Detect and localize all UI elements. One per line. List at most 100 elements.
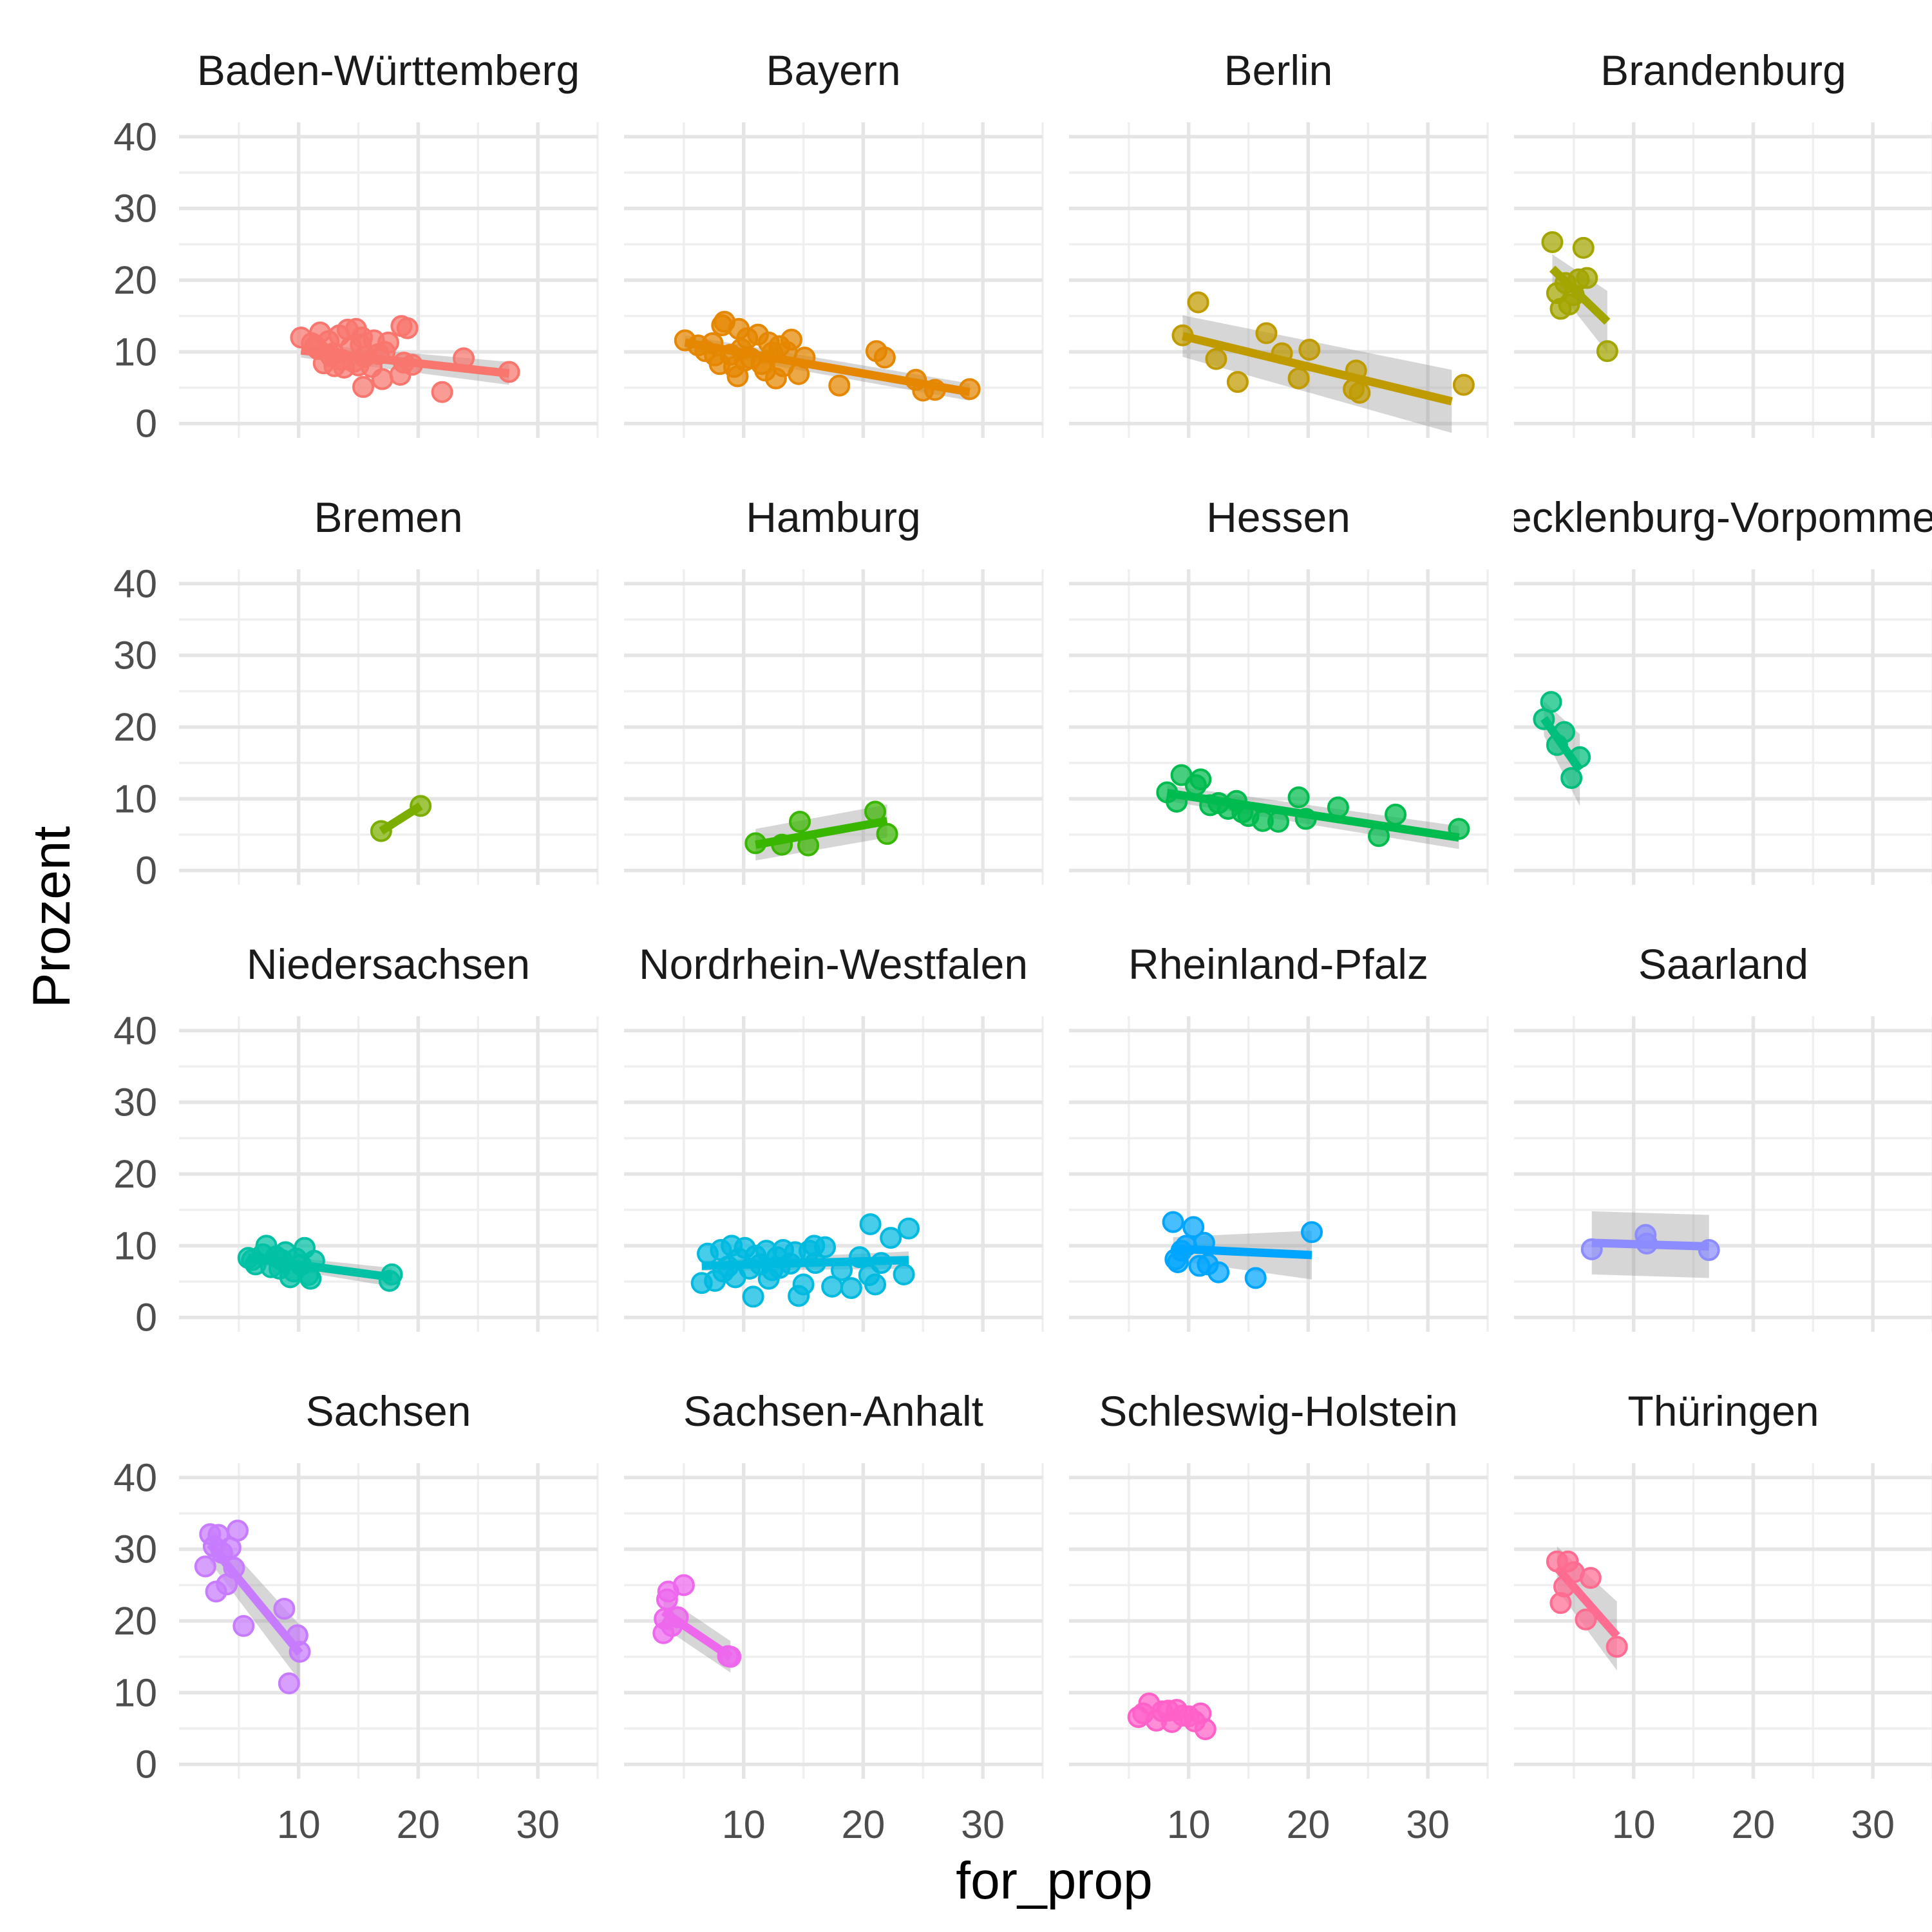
data-point: [1208, 1261, 1230, 1283]
data-point: [1572, 236, 1595, 259]
regression-line: [1591, 1238, 1709, 1251]
data-point: [1255, 322, 1278, 345]
y-tick-label: 20: [113, 1152, 157, 1196]
data-point: [1189, 768, 1212, 791]
panel-12: Saarland: [1514, 940, 1932, 1332]
facet-strip-label: Hamburg: [746, 493, 920, 541]
y-axis-title: Prozent: [23, 826, 81, 1008]
panel-7: Hessen: [1069, 493, 1489, 885]
data-point: [1385, 803, 1406, 826]
data-point: [803, 1235, 826, 1257]
data-point: [672, 1574, 695, 1596]
y-tick-label: 30: [113, 634, 157, 677]
y-tick-label: 0: [135, 402, 157, 446]
x-tick-label: 10: [722, 1803, 766, 1846]
data-point: [278, 1672, 300, 1694]
regression-line: [1549, 265, 1611, 325]
y-tick-label: 40: [113, 115, 157, 158]
panel-2: Bayern: [624, 52, 1044, 438]
data-point: [789, 811, 811, 833]
facet-strip-label: Bremen: [314, 493, 462, 541]
regression-line: [661, 1608, 733, 1661]
data-point: [389, 364, 412, 386]
x-tick-label: 10: [277, 1803, 321, 1846]
panel-1: Baden-Württemberg 0 10 20 30 40: [113, 46, 599, 446]
x-tick-label: 20: [841, 1803, 885, 1846]
data-point: [859, 1213, 882, 1235]
y-tick-label: 30: [113, 1528, 157, 1571]
facet-strip-label: Hessen: [1206, 493, 1350, 541]
x-tick-label: 30: [1406, 1803, 1450, 1846]
data-point: [828, 374, 851, 397]
y-tick-label: 20: [113, 258, 157, 302]
x-tick-label: 30: [1851, 1803, 1895, 1846]
data-point: [1579, 1567, 1602, 1589]
x-axis-title: for_prop: [956, 1852, 1152, 1910]
y-tick-label: 30: [113, 187, 157, 231]
y-tick-label: 40: [113, 1009, 157, 1052]
facet-strip-label: Berlin: [1224, 46, 1333, 94]
panel-13: Sachsen 0 10 20 30 40 10 20 30: [113, 1392, 599, 1846]
panel-15: Schleswig-Holstein 10 20 30: [1069, 1387, 1489, 1846]
data-point: [1301, 1221, 1323, 1244]
data-point: [1452, 374, 1475, 396]
data-point: [1596, 340, 1618, 363]
y-tick-label: 20: [113, 1599, 157, 1643]
data-point: [893, 1263, 915, 1285]
y-tick-label: 0: [135, 1296, 157, 1340]
x-tick-label: 20: [1731, 1803, 1775, 1846]
facet-strip-label: Brandenburg: [1600, 46, 1846, 94]
y-tick-label: 20: [113, 705, 157, 749]
regression-line: [684, 338, 971, 397]
data-point: [1226, 371, 1249, 393]
data-point: [708, 353, 731, 375]
x-tick-label: 30: [516, 1803, 560, 1846]
facet-strip-label: Baden-Württemberg: [197, 46, 580, 94]
data-point: [323, 355, 346, 377]
y-tick-label: 10: [113, 1671, 157, 1714]
facet-panels: Baden-Württemberg 0 10 20 30 40 Bayern Berlin Br…: [113, 46, 1932, 1846]
facet-strip-label: Saarland: [1638, 940, 1808, 988]
regression-line: [1181, 332, 1453, 406]
data-point: [273, 1598, 296, 1620]
data-point: [1182, 1216, 1205, 1238]
data-point: [227, 1519, 249, 1542]
data-point: [880, 1227, 902, 1249]
data-point: [1576, 267, 1598, 289]
data-point: [1205, 348, 1227, 370]
regression-line: [701, 1256, 909, 1271]
panel-16: Thüringen 10 20 30: [1514, 1387, 1932, 1846]
data-point: [1605, 1636, 1628, 1658]
facet-strip-label: Thüringen: [1627, 1387, 1819, 1435]
y-tick-label: 40: [113, 1455, 157, 1499]
data-point: [1541, 231, 1564, 253]
data-point: [1540, 691, 1562, 714]
facet-strip-label: Schleswig-Holstein: [1099, 1387, 1458, 1435]
regression-line: [1540, 715, 1584, 773]
y-tick-label: 10: [113, 777, 157, 820]
data-point: [1298, 339, 1321, 361]
y-tick-label: 0: [135, 1743, 157, 1786]
confidence-band: [1182, 315, 1452, 433]
facet-strip-label: Nordrhein-Westfalen: [639, 940, 1028, 988]
data-point: [726, 365, 749, 388]
panel-10: Nordrhein-Westfalen: [624, 940, 1044, 1332]
panel-14: Sachsen-Anhalt 10 20 30: [624, 1392, 1044, 1846]
data-point: [1194, 1718, 1217, 1741]
data-point: [898, 1217, 920, 1240]
data-point: [876, 822, 898, 845]
data-point: [1244, 1267, 1267, 1289]
data-point: [1162, 1211, 1184, 1233]
panel-6: Hamburg: [624, 493, 1044, 885]
panel-8: Mecklenburg-Vorpommern: [1473, 493, 1932, 885]
data-point: [1287, 786, 1310, 809]
regression-line: [247, 1253, 393, 1282]
facet-strip-label: Mecklenburg-Vorpommern: [1473, 493, 1932, 541]
y-tick-label: 10: [113, 330, 157, 374]
data-point: [1187, 291, 1209, 314]
data-point: [840, 1277, 862, 1300]
data-point: [864, 1273, 886, 1296]
x-tick-label: 20: [1286, 1803, 1330, 1846]
panel-3: Berlin: [1069, 46, 1489, 438]
